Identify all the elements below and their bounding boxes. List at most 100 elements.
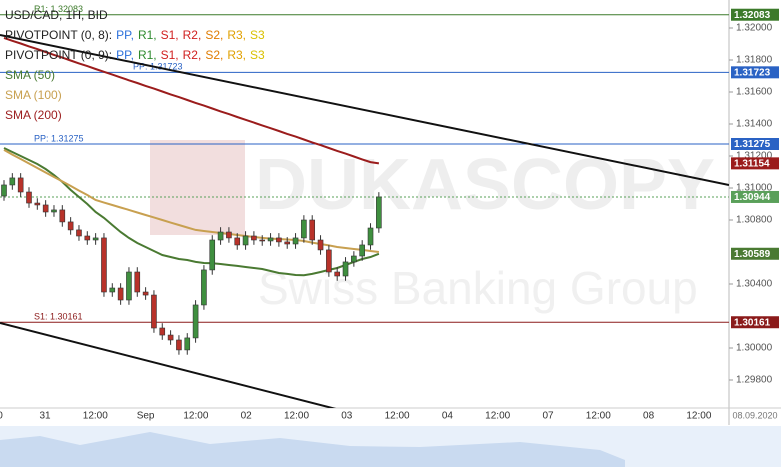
price-tag <box>731 157 779 170</box>
pivot-legend-item: S1, <box>161 48 179 62</box>
legend-entry: SMA (100) <box>5 88 62 102</box>
price-tag-label: 1.30161 <box>734 317 771 328</box>
pivot-legend-item: R3, <box>227 48 246 62</box>
candle-body <box>67 221 74 231</box>
sma-line <box>3 149 380 253</box>
candle-body <box>317 239 324 251</box>
candle-body <box>51 209 57 213</box>
pivot-legend-name: PIVOTPOINT (0, 8): <box>5 28 112 42</box>
trend-line <box>0 322 337 408</box>
price-tag <box>731 316 779 329</box>
y-tick-label: 1.31000 <box>736 183 773 194</box>
candle-body <box>359 244 365 257</box>
price-tag <box>731 66 779 79</box>
sma-line <box>3 36 380 165</box>
candle-body <box>142 291 149 296</box>
legend-entry: SMA (200) <box>5 108 62 122</box>
price-tag <box>731 247 779 260</box>
candle-body <box>9 177 16 186</box>
candle-body <box>167 334 174 341</box>
x-tick-label: 12:00 <box>183 411 208 422</box>
y-tick-label: 1.32000 <box>736 23 773 34</box>
candle-body <box>126 271 132 301</box>
pivot-legend-item: S1, <box>161 28 179 42</box>
candle-body <box>76 229 82 237</box>
x-tick-label: 12:00 <box>686 411 711 422</box>
y-tick-label: 1.31600 <box>736 87 773 98</box>
y-tick-label: 1.30800 <box>736 215 773 226</box>
candle-body <box>34 202 41 206</box>
candle-body <box>17 177 24 193</box>
x-tick-label: Sep <box>137 411 155 422</box>
candle-body <box>376 196 382 229</box>
candle-body <box>151 294 157 329</box>
candle-body <box>109 287 116 293</box>
price-tag <box>731 138 779 150</box>
pivot-legend-item: R1, <box>138 28 157 42</box>
pivot-legend-item: S2, <box>205 48 223 62</box>
candle-body <box>26 191 32 204</box>
candle-body <box>59 209 66 223</box>
x-tick-label: 04 <box>442 411 454 422</box>
sma-line <box>3 147 380 277</box>
candle-body <box>334 271 341 277</box>
sma-lines <box>3 36 380 277</box>
y-axis: 1.32000 1.31800 1.31600 1.31400 1.31200 1.310… <box>729 8 779 386</box>
candle-body <box>301 219 307 239</box>
pivot-level-label: S1: 1.30161 <box>34 312 83 322</box>
x-tick-label: 12:00 <box>284 411 309 422</box>
watermark-text: DUKASCOPY <box>255 145 715 225</box>
candle-body <box>92 237 99 241</box>
y-tick-label: 1.29800 <box>736 375 773 386</box>
price-tag-label: 1.31723 <box>734 67 771 78</box>
candle-body <box>242 235 249 246</box>
x-tick-label: 07 <box>542 411 554 422</box>
x-tick-label: 12:00 <box>83 411 108 422</box>
x-tick-label: 08.09.2020 <box>732 410 777 420</box>
y-tick-label: 1.31200 <box>736 151 773 162</box>
price-tag-label: 1.31154 <box>734 159 770 170</box>
candle-body <box>84 235 91 241</box>
y-tick-label: 1.30000 <box>736 343 773 354</box>
legend: USD/CAD, 1H, BID PIVOTPOINT (0, 8): PP, R1… <box>5 8 265 122</box>
candle-body <box>209 239 216 271</box>
trend-line <box>0 34 729 186</box>
price-tag-label: 1.30589 <box>734 249 771 260</box>
candle-body <box>201 269 207 306</box>
candle-body <box>42 204 49 213</box>
candle-body <box>117 287 124 301</box>
y-tick-label: 1.31800 <box>736 55 773 66</box>
candle-body <box>226 231 232 239</box>
candle-body <box>276 237 282 243</box>
candle-body <box>292 237 299 245</box>
pivot-legend: PIVOTPOINT (0, 8): PP, R1, S1, R2, S2, R3, S3 <box>5 28 265 42</box>
candle-body <box>101 237 107 293</box>
watermark-logo <box>150 140 245 235</box>
watermark-subtext: Swiss Banking Group <box>258 262 698 314</box>
price-tag <box>731 8 779 21</box>
title: USD/CAD, 1H, BID <box>5 8 108 22</box>
pivot-legend-item: S3 <box>250 48 265 62</box>
candle-body <box>267 237 274 242</box>
candle-body <box>234 237 241 246</box>
x-tick-label: 12:00 <box>385 411 410 422</box>
candle-body <box>259 239 266 242</box>
x-axis: 0 31 12:00 Sep 12:00 02 12:00 03 12:00 04 12:00 07 1… <box>0 410 778 421</box>
candle-body <box>1 184 7 197</box>
x-tick-label: 31 <box>39 411 51 422</box>
candle-body <box>309 219 316 241</box>
price-tag-label: 1.31275 <box>734 139 771 150</box>
pivot-legend-item: R2, <box>183 28 202 42</box>
candle-body <box>326 249 332 273</box>
x-tick-label: 0 <box>0 411 3 422</box>
pivot-legend: PIVOTPOINT (0, 9): PP, R1, S1, R2, S2, R3, S3 <box>5 48 265 62</box>
pivot-legend-item: PP, <box>116 28 134 42</box>
pivot-legend-item: R3, <box>227 28 246 42</box>
price-tag <box>731 190 779 203</box>
x-tick-label: 08 <box>643 411 655 422</box>
pivot-legend-item: R2, <box>183 48 202 62</box>
pivot-legend-item: PP, <box>116 48 134 62</box>
